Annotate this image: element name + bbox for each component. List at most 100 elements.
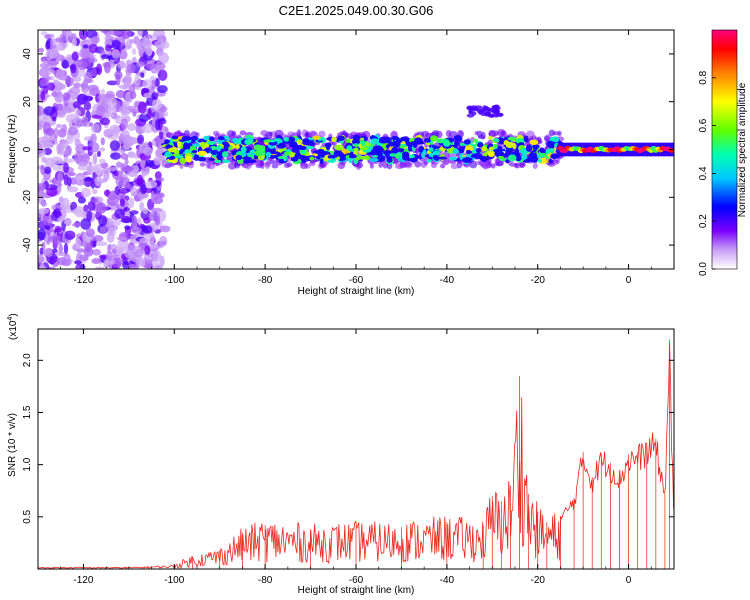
spectrogram-cell bbox=[549, 147, 555, 153]
spectrogram-cell bbox=[139, 237, 151, 244]
spectrogram-cell bbox=[488, 135, 493, 140]
spectrogram-cell bbox=[129, 91, 137, 100]
spectrogram-cell bbox=[546, 140, 555, 148]
spectrogram-cell bbox=[109, 140, 121, 151]
spectrogram-cell bbox=[71, 51, 79, 61]
spectrogram-cell bbox=[191, 150, 198, 154]
spectrogram-cell bbox=[205, 161, 211, 169]
spectrogram-cell bbox=[497, 145, 503, 151]
spectrogram-cell bbox=[47, 82, 56, 91]
spectrogram-cell bbox=[430, 161, 438, 169]
spectrogram-cell bbox=[489, 131, 495, 137]
spectrogram-cell bbox=[438, 156, 448, 160]
spectrogram-cell bbox=[137, 78, 142, 84]
spectrogram-cell bbox=[145, 180, 158, 189]
spectrogram-cell bbox=[158, 130, 164, 140]
colorbar-label: Normalized spectral amplitude bbox=[737, 82, 748, 217]
spectrogram-cell bbox=[312, 135, 321, 140]
spectrogram-cell bbox=[95, 241, 108, 247]
spectrogram-cell bbox=[154, 119, 161, 131]
spectrogram-cell bbox=[38, 123, 43, 131]
spectrogram-cell bbox=[54, 225, 62, 233]
snr-y-label: SNR (10 * v/v) bbox=[7, 413, 18, 477]
spectrogram-cell bbox=[337, 161, 346, 170]
spectrogram-cell bbox=[107, 226, 117, 237]
spectrogram-cell bbox=[114, 208, 126, 219]
spectrogram-cell bbox=[209, 141, 214, 146]
spectrogram-y-tick-label: 0 bbox=[22, 146, 33, 152]
snr-x-tick-label: -40 bbox=[440, 575, 455, 586]
spectrogram-cell bbox=[38, 196, 45, 204]
spectrogram-cell bbox=[106, 166, 119, 171]
spectrogram-cell bbox=[41, 241, 46, 251]
spectrogram-cell bbox=[360, 140, 366, 147]
spectrogram-cell bbox=[500, 130, 506, 136]
spectrogram-cell bbox=[470, 154, 477, 158]
spectrogram-cell bbox=[258, 148, 266, 156]
spectrogram-y-tick-label: -20 bbox=[22, 190, 33, 205]
spectrogram-cell bbox=[507, 136, 517, 141]
spectrogram-cell bbox=[221, 151, 229, 158]
spectrogram-cell bbox=[119, 129, 130, 142]
spectrogram-cell bbox=[75, 175, 83, 180]
spectrogram-cell bbox=[376, 142, 383, 147]
spectrogram-cell bbox=[39, 78, 50, 87]
snr-x-tick-label: -60 bbox=[349, 575, 364, 586]
spectrogram-cell bbox=[477, 130, 483, 138]
spectrogram-cell bbox=[147, 108, 153, 120]
spectrogram-cell bbox=[221, 141, 229, 146]
spectrogram-y-label: Frequency (Hz) bbox=[7, 115, 18, 184]
spectrogram-cell bbox=[91, 258, 101, 265]
spectrogram-cell bbox=[453, 135, 462, 141]
spectrogram-cell bbox=[144, 159, 154, 168]
spectrogram-cell bbox=[59, 145, 67, 150]
spectrogram-cell bbox=[79, 48, 90, 59]
spectrogram-cell bbox=[106, 251, 113, 262]
spectrogram-cell bbox=[100, 137, 105, 146]
spectrogram-cell bbox=[121, 166, 133, 172]
spectrogram-cell bbox=[223, 159, 230, 164]
spectrogram-cell bbox=[38, 207, 50, 215]
spectrogram-cell bbox=[63, 219, 72, 225]
spectrogram-y-ticks: -40 -20 0 20 40 bbox=[22, 48, 674, 252]
spectrogram-cell bbox=[107, 243, 112, 254]
spectrogram-cell bbox=[38, 47, 45, 53]
spectrogram-cell bbox=[518, 162, 526, 167]
spectrogram-cell bbox=[344, 133, 354, 139]
spectrogram-cell bbox=[488, 146, 495, 151]
spectrogram-cell bbox=[83, 204, 89, 212]
spectrogram-cell bbox=[142, 207, 149, 215]
spectrogram-cell bbox=[537, 159, 543, 163]
spectrogram-cell bbox=[81, 116, 89, 126]
spectrogram-cell bbox=[76, 93, 89, 105]
spectrogram-x-tick-label: -60 bbox=[349, 275, 364, 286]
spectrogram-cell bbox=[390, 136, 400, 141]
spectrogram-cell bbox=[71, 209, 83, 215]
snr-y-tick-label: 1.5 bbox=[22, 405, 33, 419]
spectrogram-x-ticks: -120 -100 -80 -60 -40 -20 0 bbox=[37, 30, 675, 286]
spectrogram-cell bbox=[72, 76, 82, 83]
spectrogram-x-tick-label: -100 bbox=[164, 275, 184, 286]
spectrogram-cell bbox=[150, 190, 155, 203]
spectrogram-cell bbox=[122, 182, 132, 189]
spectrogram-cell bbox=[473, 138, 478, 143]
snr-exponent-label: (x104) bbox=[7, 313, 19, 340]
spectrogram-cell bbox=[359, 156, 367, 160]
spectrogram-cell bbox=[85, 228, 96, 238]
spectrogram-cell bbox=[38, 253, 44, 264]
spectrogram-cell bbox=[216, 145, 222, 151]
spectrogram-cell bbox=[450, 163, 459, 170]
spectrogram-cell bbox=[80, 152, 91, 164]
spectrogram-cell bbox=[532, 159, 538, 163]
spectrogram-cell bbox=[127, 136, 137, 144]
spectrogram-cell bbox=[43, 166, 52, 175]
spectrogram-cell bbox=[53, 127, 59, 139]
spectrogram-cell bbox=[177, 141, 182, 148]
spectrogram-cell bbox=[126, 63, 136, 74]
spectrogram-cell bbox=[39, 62, 49, 69]
spectrogram-cell bbox=[75, 238, 82, 250]
spectrogram-cell bbox=[86, 165, 93, 176]
spectrogram-cell bbox=[286, 162, 293, 167]
spectrogram-cell bbox=[90, 133, 97, 144]
spectrogram-cell bbox=[64, 230, 76, 240]
